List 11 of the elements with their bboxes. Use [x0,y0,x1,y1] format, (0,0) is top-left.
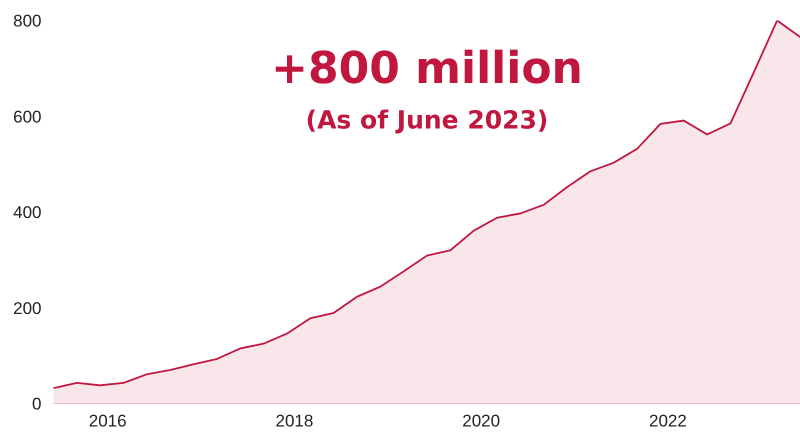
y-tick-label: 400 [13,203,42,222]
x-tick-label: 2018 [276,412,314,430]
x-tick-label: 2020 [462,412,500,430]
x-tick-label: 2022 [649,412,687,430]
y-tick-label: 800 [13,12,42,30]
text: (As of June 2023) [306,106,548,135]
y-tick-label: 0 [32,394,42,414]
x-tick-label: 2016 [88,412,127,430]
text: +800 million [271,42,583,94]
y-tick-label: 200 [13,298,42,318]
y-tick-label: 600 [13,107,42,126]
